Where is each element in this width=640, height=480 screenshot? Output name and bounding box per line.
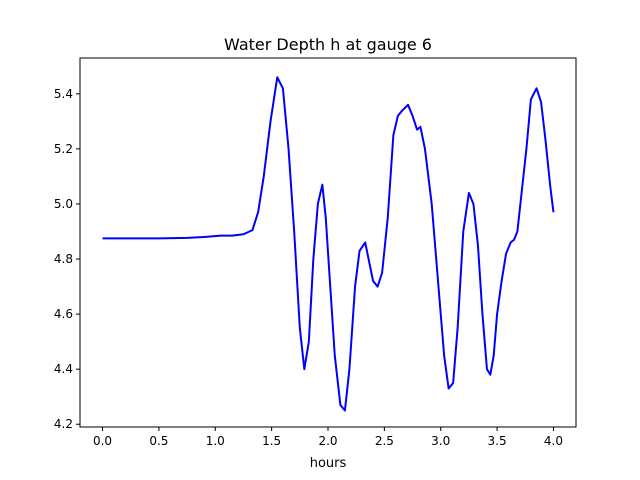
plot-area: 0.0 0.5 1.0 1.5 2.0 2.5 3.0 3.5 4.0 4.2 4.4 4.6 4.8 5… [54,57,577,448]
y-tick-label: 5.4 [54,87,73,101]
x-tick-label: 2.5 [375,434,394,448]
y-tick-label: 5.0 [54,197,73,211]
x-tick-label: 3.0 [431,434,450,448]
y-tick-label: 4.8 [54,252,73,266]
y-tick-label: 4.6 [54,307,73,321]
x-tick-label: 0.0 [93,434,112,448]
x-tick-label: 0.5 [149,434,168,448]
y-tick-label: 4.4 [54,362,73,376]
y-tick-label: 4.2 [54,417,73,431]
y-tick-label: 5.2 [54,142,73,156]
chart-title: Water Depth h at gauge 6 [224,35,432,54]
series-line [102,76,555,412]
x-axis-label: hours [310,456,347,471]
x-tick-label: 1.0 [206,434,225,448]
x-tick-label: 1.5 [262,434,281,448]
x-tick-label: 2.0 [318,434,337,448]
x-tick-label: 4.0 [544,434,563,448]
x-tick-label: 3.5 [488,434,507,448]
